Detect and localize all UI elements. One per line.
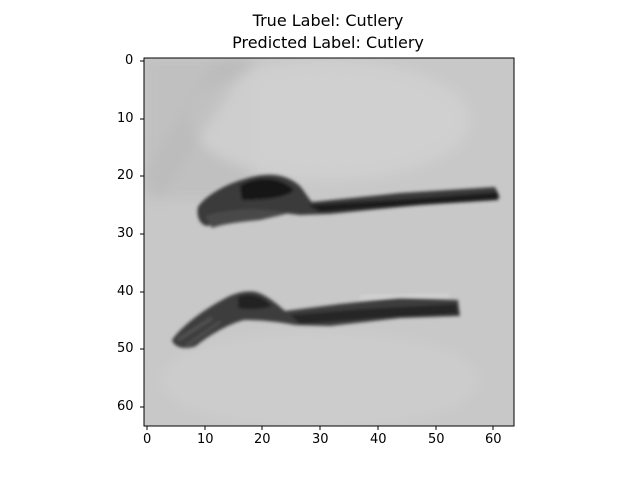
axes-frame (143, 57, 515, 427)
y-tick-label: 20 (117, 168, 134, 183)
y-tick-label: 0 (125, 53, 134, 68)
predicted-label-title: Predicted Label: Cutlery (232, 33, 424, 52)
x-tick-label: 0 (143, 432, 152, 447)
x-tick-marks (146, 426, 494, 430)
highlight-region (190, 60, 470, 180)
spoon (197, 174, 500, 228)
y-tick-label: 60 (117, 399, 134, 414)
x-tick-label: 20 (254, 432, 271, 447)
image-content (144, 58, 514, 426)
fork (172, 291, 460, 348)
diagonal-shadow (144, 60, 250, 200)
x-tick-label: 10 (197, 432, 214, 447)
x-tick-label: 30 (312, 432, 329, 447)
x-tick-label: 50 (428, 432, 445, 447)
true-label-title: True Label: Cutlery (252, 11, 404, 30)
y-tick-label: 50 (117, 341, 134, 356)
y-tick-label: 40 (117, 284, 134, 299)
lower-highlight-region (160, 330, 480, 426)
y-tick-marks (140, 60, 144, 408)
x-tick-label: 60 (485, 432, 502, 447)
y-tick-label: 10 (117, 111, 134, 126)
y-tick-label: 30 (117, 226, 134, 241)
x-tick-label: 40 (370, 432, 387, 447)
